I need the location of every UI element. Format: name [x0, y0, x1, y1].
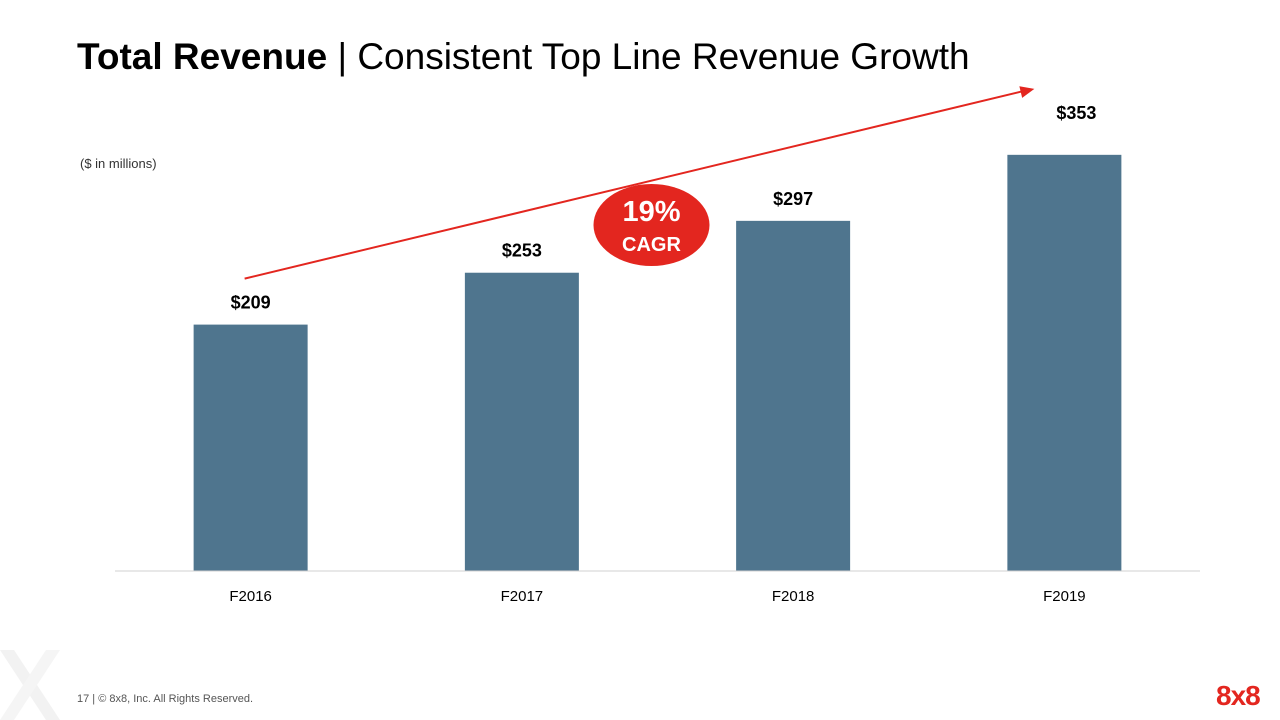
- footer-copyright: 17 | © 8x8, Inc. All Rights Reserved.: [77, 693, 254, 705]
- data-label: $209: [231, 293, 271, 313]
- x-tick-label: F2016: [229, 588, 272, 605]
- cagr-badge-percent: 19%: [622, 196, 680, 228]
- data-label: $353: [1056, 103, 1096, 123]
- data-label: $253: [502, 241, 542, 261]
- bar: [464, 272, 579, 571]
- slide-title: Total Revenue | Consistent Top Line Reve…: [77, 34, 970, 80]
- title-subtitle: | Consistent Top Line Revenue Growth: [337, 36, 970, 77]
- x-tick-label: F2017: [501, 588, 544, 605]
- data-label: $297: [773, 189, 813, 209]
- x-watermark-icon: [0, 650, 60, 720]
- bar: [736, 220, 851, 571]
- x-tick-label: F2018: [772, 588, 815, 605]
- revenue-chart: $209 F2016 $253 F2017 $297 F2018 $353 F2019 19% C…: [115, 86, 1200, 605]
- bar: [193, 324, 308, 571]
- units-note: ($ in millions): [80, 156, 157, 171]
- cagr-trend-line: [244, 89, 1025, 280]
- cagr-badge-label: CAGR: [622, 234, 681, 256]
- x-tick-label: F2019: [1043, 588, 1086, 605]
- arrow-head-icon: [1019, 86, 1035, 98]
- brand-logo: 8x8: [1216, 680, 1261, 711]
- title-bold: Total Revenue: [77, 36, 328, 77]
- cagr-badge: [593, 184, 710, 266]
- bar: [1007, 154, 1122, 571]
